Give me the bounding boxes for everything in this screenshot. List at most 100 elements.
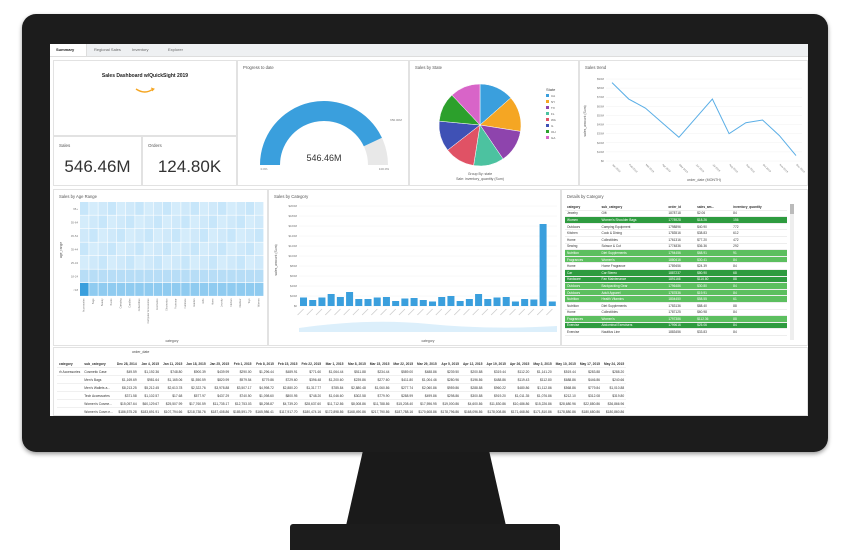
heatmap-cell[interactable] xyxy=(208,202,218,215)
pivot-col-header[interactable]: Apr 12, 2015 xyxy=(461,360,485,368)
details-row[interactable]: Kitchen Cook & Dining 1783516 $38.83 612 xyxy=(565,229,787,237)
heatmap-cell[interactable] xyxy=(126,283,135,296)
heatmap-cell[interactable] xyxy=(218,242,227,256)
heatmap-cell[interactable] xyxy=(116,242,126,256)
category-bar[interactable] xyxy=(392,301,400,306)
details-col-header[interactable]: sub_category xyxy=(599,204,667,211)
heatmap-cell[interactable] xyxy=(181,202,190,215)
heatmap-cell[interactable] xyxy=(199,269,209,283)
heatmap-cell[interactable] xyxy=(144,242,153,256)
heatmap-cell[interactable] xyxy=(190,242,199,256)
heatmap-cell[interactable] xyxy=(107,242,117,256)
heatmap-cell[interactable] xyxy=(181,215,190,229)
pivot-col-header[interactable]: Mar 22, 2015 xyxy=(391,360,416,368)
heatmap-cell[interactable] xyxy=(190,256,199,269)
pivot-col-header[interactable]: Jan 18, 2015 xyxy=(184,360,208,368)
category-bar[interactable] xyxy=(456,301,464,306)
category-bar[interactable] xyxy=(539,224,547,306)
heatmap-cell[interactable] xyxy=(107,229,117,242)
heatmap-cell[interactable] xyxy=(199,283,209,296)
pivot-col-header[interactable]: Apr 26, 2015 xyxy=(507,360,532,368)
heatmap-cell[interactable] xyxy=(227,256,236,269)
heatmap-cell[interactable] xyxy=(116,215,126,229)
category-bar[interactable] xyxy=(300,297,308,307)
heatmap-cell[interactable] xyxy=(208,242,218,256)
heatmap-cell[interactable] xyxy=(80,256,89,269)
category-bar[interactable] xyxy=(318,297,326,307)
heatmap-cell[interactable] xyxy=(254,229,264,242)
details-col-header[interactable]: sales_am... xyxy=(695,204,732,211)
heatmap-cell[interactable] xyxy=(80,242,89,256)
heatmap-cell[interactable] xyxy=(190,283,199,296)
heatmap-cell[interactable] xyxy=(153,202,163,215)
heatmap-cell[interactable] xyxy=(218,229,227,242)
category-bar[interactable] xyxy=(382,297,390,306)
heatmap-cell[interactable] xyxy=(245,256,255,269)
heatmap-cell[interactable] xyxy=(89,256,98,269)
heatmap-cell[interactable] xyxy=(254,269,264,283)
heatmap-cell[interactable] xyxy=(236,202,245,215)
details-col-header[interactable]: order_id xyxy=(666,204,696,211)
pie-slice[interactable] xyxy=(451,83,481,126)
heatmap-cell[interactable] xyxy=(181,269,190,283)
heatmap-cell[interactable] xyxy=(144,202,153,215)
heatmap-cell[interactable] xyxy=(144,229,153,242)
heatmap-cell[interactable] xyxy=(208,215,218,229)
heatmap-cell[interactable] xyxy=(116,269,126,283)
pivot-col-header[interactable]: Apr 19, 2015 xyxy=(484,360,508,368)
heatmap-cell[interactable] xyxy=(254,283,264,296)
heatmap-cell[interactable] xyxy=(116,229,126,242)
pivot-col-header[interactable]: Mar 8, 2015 xyxy=(345,360,368,368)
heatmap-cell[interactable] xyxy=(126,229,135,242)
tab-summary[interactable]: Summary xyxy=(50,44,87,56)
heatmap-cell[interactable] xyxy=(236,283,245,296)
heatmap-cell[interactable] xyxy=(144,283,153,296)
heatmap-cell[interactable] xyxy=(135,256,144,269)
heatmap-cell[interactable] xyxy=(98,229,107,242)
details-row[interactable]: Fragrances Women's 1880416 $30.41 84 xyxy=(565,256,787,264)
heatmap-cell[interactable] xyxy=(98,202,107,215)
pivot-col-header[interactable]: Dec 28, 2014 xyxy=(114,360,139,368)
heatmap-cell[interactable] xyxy=(89,269,98,283)
heatmap-cell[interactable] xyxy=(135,269,144,283)
heatmap-cell[interactable] xyxy=(190,229,199,242)
heatmap-cell[interactable] xyxy=(153,269,163,283)
category-bar[interactable] xyxy=(493,297,501,307)
details-row[interactable]: Nutrition Health Vitamins 1804450 $58.55 61 xyxy=(565,295,787,303)
category-bar[interactable] xyxy=(401,298,409,307)
heatmap-cell[interactable] xyxy=(162,229,172,242)
pivot-col-header[interactable]: Feb 22, 2015 xyxy=(299,360,324,368)
tab-inventory[interactable]: Inventory xyxy=(132,47,149,52)
tab-regional-sales[interactable]: Regional Sales xyxy=(94,47,121,52)
heatmap-cell[interactable] xyxy=(80,283,89,296)
heatmap-cell[interactable] xyxy=(245,215,255,229)
heatmap-cell[interactable] xyxy=(218,269,227,283)
heatmap-cell[interactable] xyxy=(190,215,199,229)
details-row[interactable]: Home Collectibles 1787125 $60.98 84 xyxy=(565,309,787,317)
category-bar[interactable] xyxy=(309,300,317,306)
category-bar[interactable] xyxy=(327,294,335,306)
heatmap-cell[interactable] xyxy=(227,283,236,296)
heatmap-cell[interactable] xyxy=(227,202,236,215)
heatmap-cell[interactable] xyxy=(126,256,135,269)
pivot-col-header[interactable]: May 3, 2015 xyxy=(531,360,554,368)
details-row[interactable]: Nutrition Diet Supplements 1794456 $68.91 91 xyxy=(565,249,787,257)
heatmap-cell[interactable] xyxy=(218,283,227,296)
category-bar[interactable] xyxy=(355,299,363,306)
heatmap-cell[interactable] xyxy=(172,283,181,296)
heatmap-cell[interactable] xyxy=(89,202,98,215)
heatmap-cell[interactable] xyxy=(227,269,236,283)
heatmap-cell[interactable] xyxy=(245,269,255,283)
heatmap-cell[interactable] xyxy=(181,283,190,296)
heatmap-cell[interactable] xyxy=(254,242,264,256)
heatmap-cell[interactable] xyxy=(153,256,163,269)
heatmap-cell[interactable] xyxy=(98,242,107,256)
category-bar[interactable] xyxy=(465,299,473,306)
pivot-col-header[interactable]: Feb 8, 2015 xyxy=(253,360,276,368)
heatmap-cell[interactable] xyxy=(181,256,190,269)
category-bar[interactable] xyxy=(447,296,455,306)
heatmap-cell[interactable] xyxy=(153,242,163,256)
category-bar[interactable] xyxy=(373,297,381,307)
heatmap-cell[interactable] xyxy=(254,215,264,229)
heatmap-cell[interactable] xyxy=(107,269,117,283)
